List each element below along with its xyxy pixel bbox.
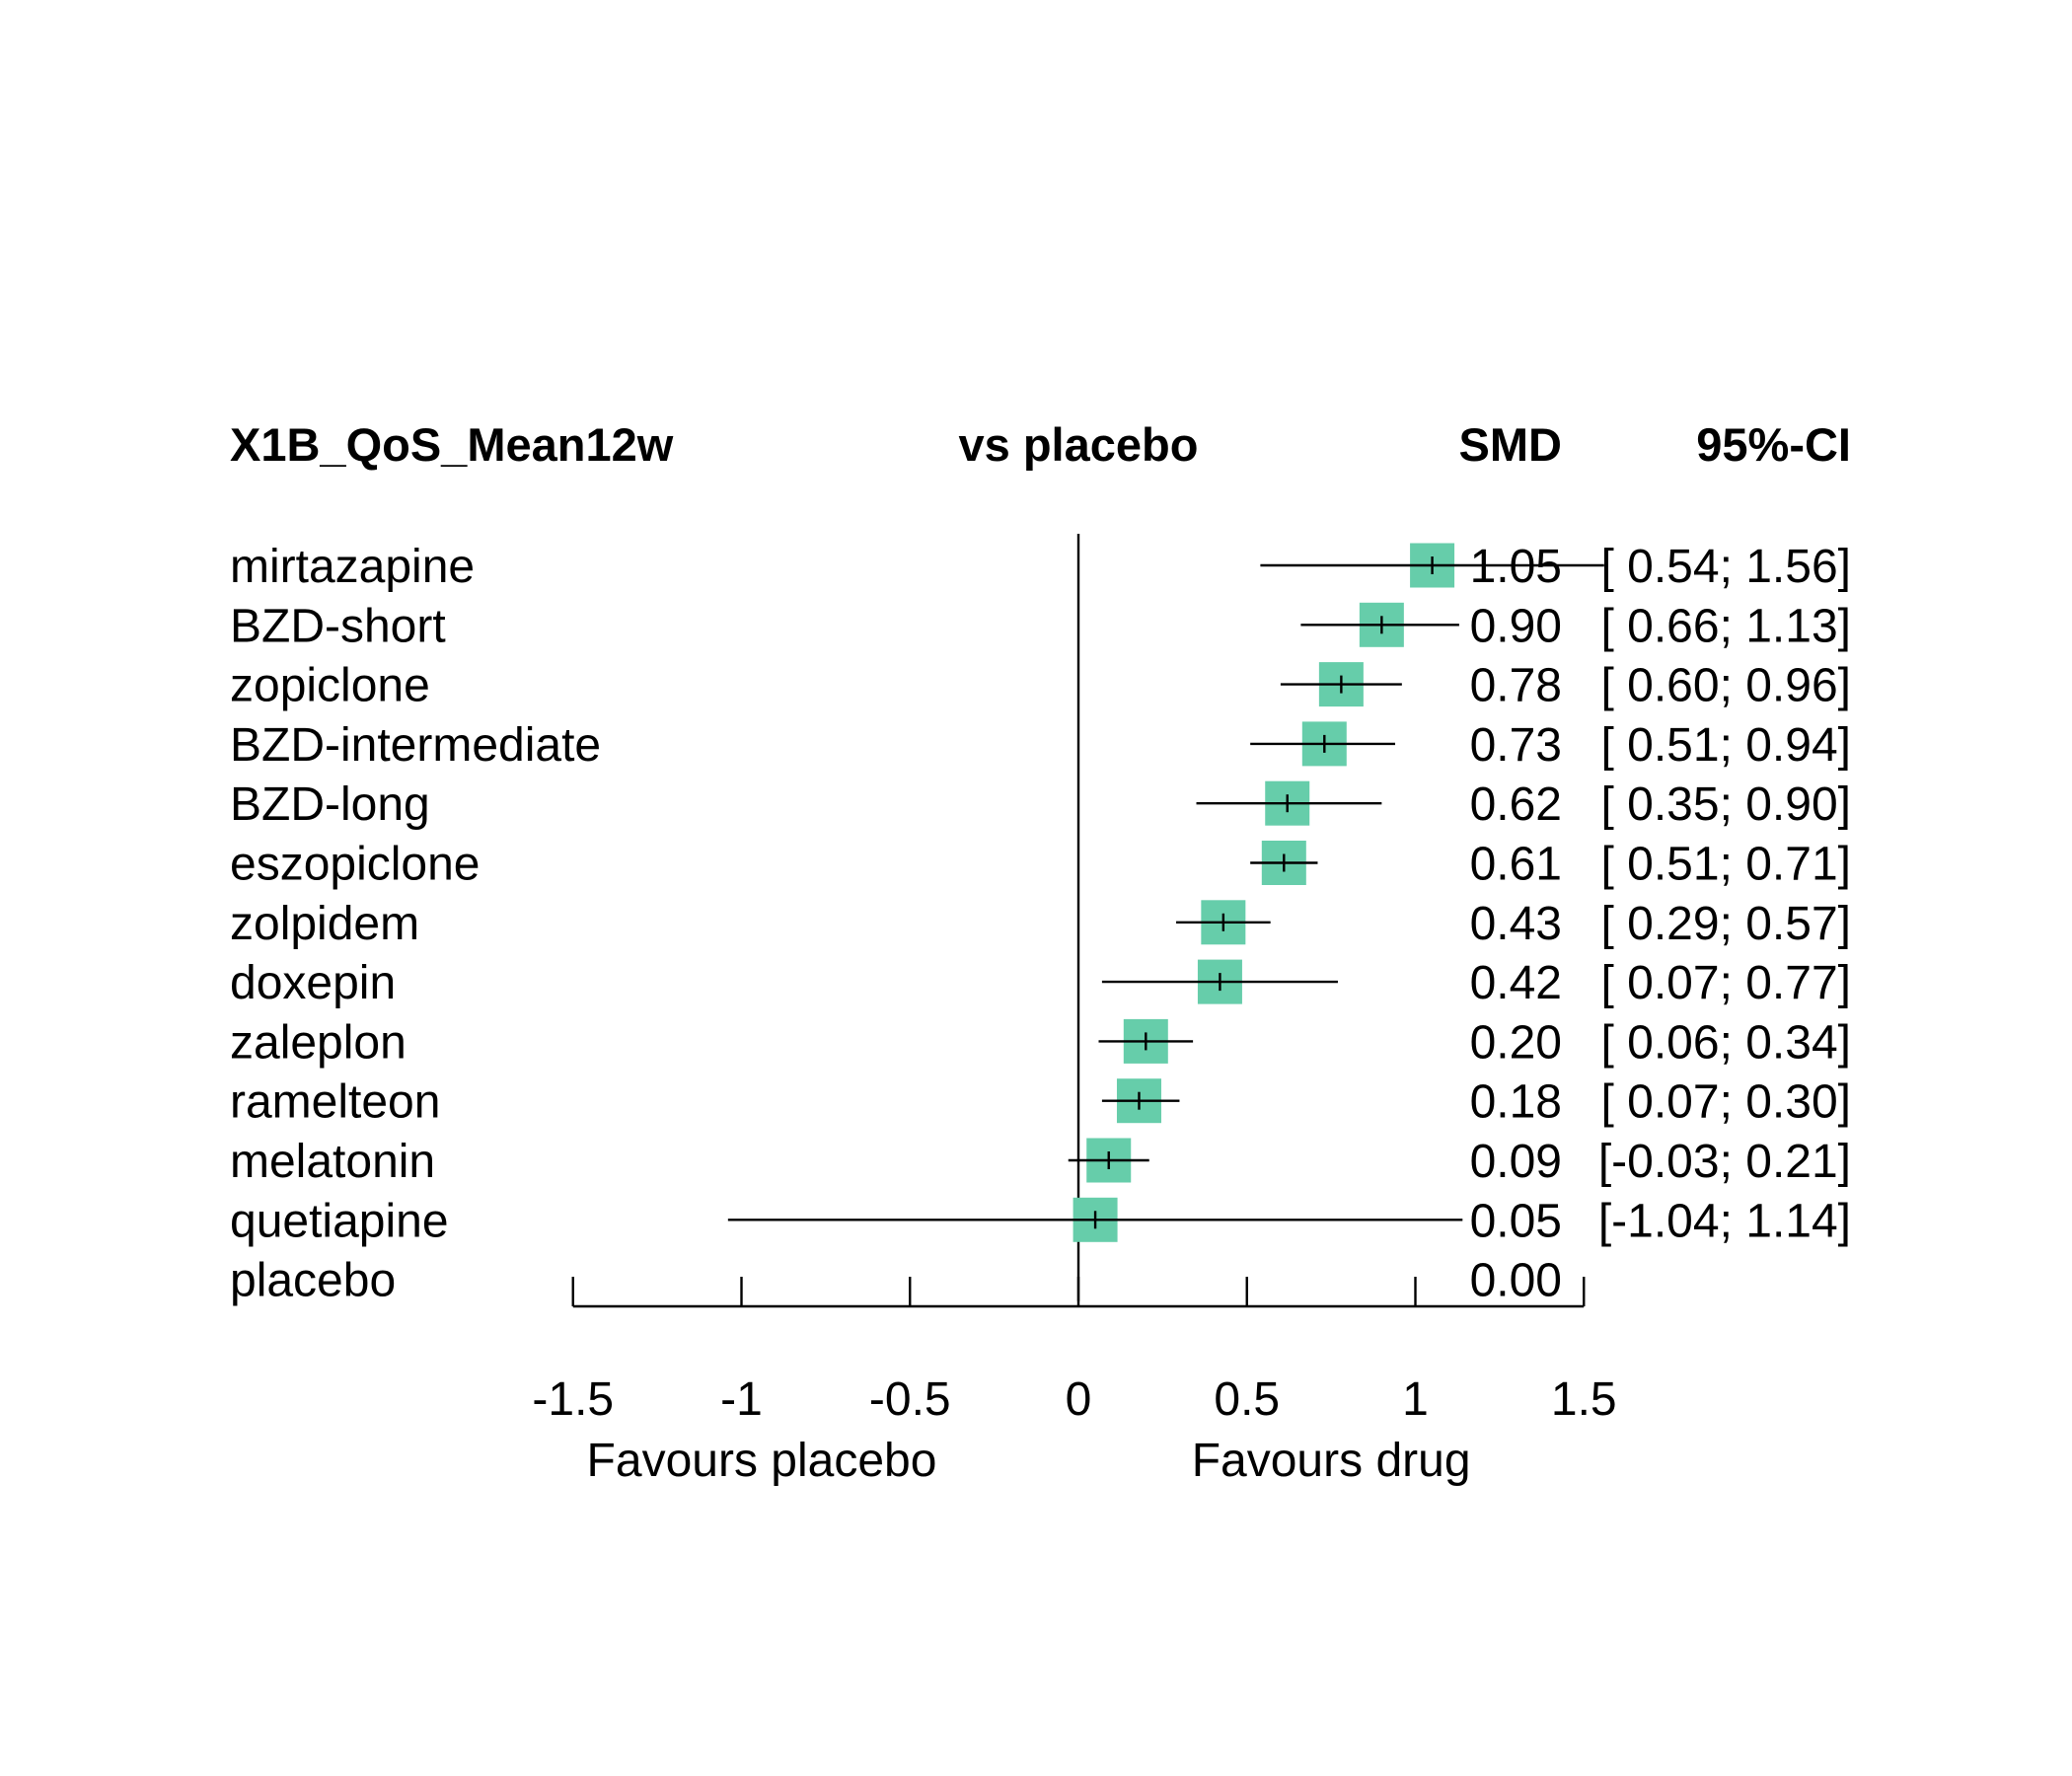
row-smd-value: 0.20: [1470, 1016, 1562, 1069]
x-tick-label: 1.5: [1551, 1373, 1617, 1426]
row-ci-value: [ 0.06; 0.34]: [1600, 1016, 1851, 1069]
row-smd-value: 0.05: [1470, 1195, 1562, 1247]
study-rows: mirtazapine 1.05 [ 0.54; 1.56] BZD-short 0.9…: [230, 534, 1851, 1307]
row-ci-value: [ 0.66; 1.13]: [1600, 600, 1851, 652]
x-axis: -1.5 -1 -0.5 0 0.5 1 1.5 Favours placebo Favours…: [532, 1277, 1617, 1487]
row-ci-value: [ 0.51; 0.94]: [1600, 719, 1851, 772]
row-smd-value: 0.78: [1470, 660, 1562, 712]
x-tick-label: 0.5: [1214, 1373, 1280, 1426]
table-row: BZD-long 0.62 [ 0.35; 0.90]: [230, 778, 1851, 831]
row-ci-value: [ 0.54; 1.56]: [1600, 541, 1851, 593]
row-label: ramelteon: [230, 1076, 440, 1129]
x-label-favours-placebo: Favours placebo: [587, 1435, 937, 1487]
table-row: zaleplon 0.20 [ 0.06; 0.34]: [230, 1016, 1851, 1069]
row-smd-value: 0.61: [1470, 839, 1562, 891]
header-ci: 95%-CI: [1696, 418, 1851, 471]
row-ci-value: [ 0.60; 0.96]: [1600, 660, 1851, 712]
x-label-favours-drug: Favours drug: [1192, 1435, 1471, 1487]
row-label: BZD-long: [230, 778, 430, 831]
row-ci-value: [ 0.35; 0.90]: [1600, 778, 1851, 831]
row-smd-value: 0.73: [1470, 719, 1562, 772]
row-label: quetiapine: [230, 1195, 449, 1247]
row-label: melatonin: [230, 1136, 435, 1188]
row-smd-value: 0.00: [1470, 1255, 1562, 1307]
header-outcome: X1B_QoS_Mean12w: [230, 418, 674, 471]
x-tick-label: -1: [720, 1373, 763, 1426]
x-tick-label: 1: [1402, 1373, 1429, 1426]
x-tick-label: -1.5: [532, 1373, 614, 1426]
row-label: zopiclone: [230, 660, 430, 712]
row-ci-value: [ 0.51; 0.71]: [1600, 839, 1851, 891]
header-row: X1B_QoS_Mean12w vs placebo SMD 95%-CI: [230, 418, 1851, 471]
table-row: placebo 0.00: [230, 1255, 1562, 1307]
table-row: zopiclone 0.78 [ 0.60; 0.96]: [230, 660, 1851, 712]
row-label: eszopiclone: [230, 839, 481, 891]
header-comparison: vs placebo: [959, 418, 1199, 471]
row-label: zolpidem: [230, 898, 419, 950]
row-label: BZD-intermediate: [230, 719, 601, 772]
row-smd-value: 0.42: [1470, 957, 1562, 1009]
table-row: zolpidem 0.43 [ 0.29; 0.57]: [230, 898, 1851, 950]
row-smd-value: 0.90: [1470, 600, 1562, 652]
row-smd-value: 0.09: [1470, 1136, 1562, 1188]
row-label: doxepin: [230, 957, 396, 1009]
row-ci-value: [ 0.07; 0.30]: [1600, 1076, 1851, 1129]
row-smd-value: 0.43: [1470, 898, 1562, 950]
table-row: eszopiclone 0.61 [ 0.51; 0.71]: [230, 839, 1851, 891]
row-smd-value: 0.18: [1470, 1076, 1562, 1129]
table-row: ramelteon 0.18 [ 0.07; 0.30]: [230, 1076, 1851, 1129]
row-ci-value: [-1.04; 1.14]: [1598, 1195, 1851, 1247]
table-row: mirtazapine 1.05 [ 0.54; 1.56]: [230, 541, 1851, 593]
row-smd-value: 0.62: [1470, 778, 1562, 831]
header-effect: SMD: [1459, 418, 1562, 471]
table-row: BZD-short 0.90 [ 0.66; 1.13]: [230, 600, 1851, 652]
table-row: BZD-intermediate 0.73 [ 0.51; 0.94]: [230, 719, 1851, 772]
table-row: melatonin 0.09 [-0.03; 0.21]: [230, 1136, 1851, 1188]
table-row: doxepin 0.42 [ 0.07; 0.77]: [230, 957, 1851, 1009]
row-ci-value: [-0.03; 0.21]: [1598, 1136, 1851, 1188]
x-tick-label: -0.5: [869, 1373, 951, 1426]
row-smd-value: 1.05: [1470, 541, 1562, 593]
row-label: zaleplon: [230, 1016, 407, 1069]
x-tick-label: 0: [1066, 1373, 1092, 1426]
row-ci-value: [ 0.07; 0.77]: [1600, 957, 1851, 1009]
row-label: mirtazapine: [230, 541, 475, 593]
row-label: BZD-short: [230, 600, 446, 652]
row-ci-value: [ 0.29; 0.57]: [1600, 898, 1851, 950]
row-label: placebo: [230, 1255, 396, 1307]
table-row: quetiapine 0.05 [-1.04; 1.14]: [230, 1195, 1851, 1247]
